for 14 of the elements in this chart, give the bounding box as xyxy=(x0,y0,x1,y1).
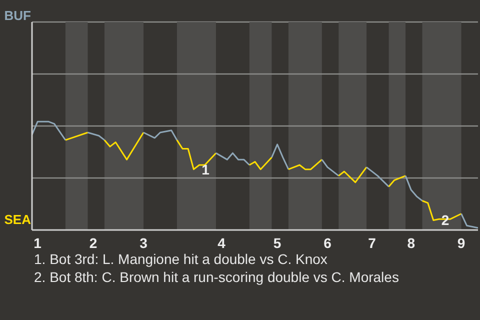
text: 1. Bot 3rd: L. Mangione hit a double vs C. Knox xyxy=(34,250,328,268)
x-tick-label: 6 xyxy=(324,234,332,251)
x-tick-label: 8 xyxy=(407,234,416,251)
x-tick-label: 9 xyxy=(457,234,466,251)
annotation: 1 xyxy=(202,161,210,178)
x-tick-label: 5 xyxy=(273,234,282,251)
x-tick-label: 2 xyxy=(89,234,98,251)
x-tick-label: 7 xyxy=(368,234,376,251)
text: SEA xyxy=(3,212,31,227)
x-tick-label: 4 xyxy=(218,234,226,251)
x-tick-label: 1 xyxy=(34,234,42,251)
text: 2. Bot 8th: C. Brown hit a run-scoring double vs C. Morales xyxy=(34,268,399,286)
text: BUF xyxy=(3,8,31,23)
x-tick-label: 3 xyxy=(140,234,148,251)
